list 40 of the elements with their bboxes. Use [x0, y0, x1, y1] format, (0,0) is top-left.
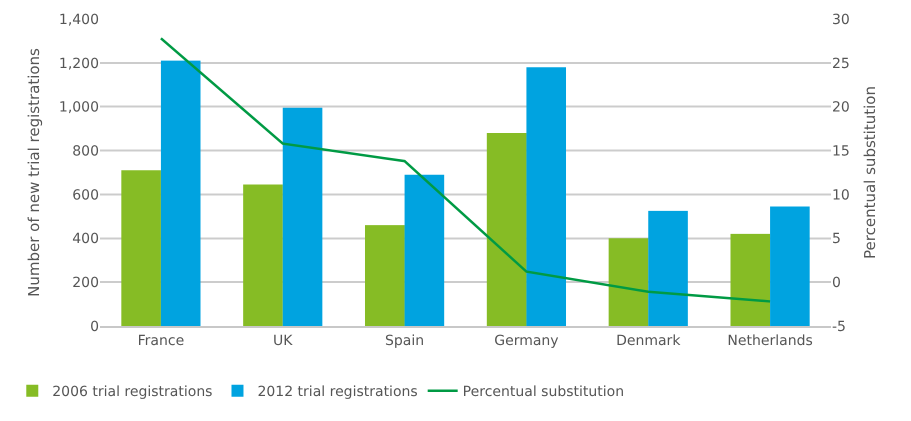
bar [160, 60, 201, 326]
y-tick-label: 0 [90, 318, 99, 335]
y-tick-label: 600 [72, 187, 99, 204]
legend-label: Percentual substitution [462, 384, 624, 400]
y-axis-title: Number of new trial registrations [25, 48, 44, 297]
y2-tick-label: 25 [832, 56, 850, 72]
y2-axis-title: Percentual substitution [860, 86, 879, 259]
line-series [160, 37, 772, 303]
x-tick-label: Denmark [616, 332, 682, 349]
y-tick-label: 200 [72, 275, 99, 292]
bar [243, 184, 283, 326]
y-tick-label: 1,000 [58, 100, 99, 116]
y2-tick-label: 30 [832, 12, 850, 28]
bar [526, 67, 566, 326]
x-tick-label: Spain [385, 332, 424, 349]
legend-label: 2012 trial registrations [257, 384, 418, 400]
bar [770, 206, 810, 326]
y2-tick-label: 15 [832, 143, 850, 160]
bar [364, 225, 405, 326]
bar [282, 108, 322, 326]
y-tick-label: 1,400 [58, 12, 99, 28]
x-tick-label: UK [273, 332, 294, 349]
legend-label: 2006 trial registrations [52, 384, 212, 400]
y2-tick-label: 20 [832, 100, 850, 116]
bar [648, 210, 688, 326]
y2-tick-label: 10 [832, 187, 850, 204]
y-tick-label: 400 [72, 231, 99, 248]
bar [121, 170, 161, 326]
bar [404, 174, 444, 326]
y2-tick-label: 5 [832, 231, 841, 248]
y2-tick-label: 0 [832, 275, 841, 292]
bar [608, 238, 648, 326]
y-tick-label: 800 [72, 143, 99, 160]
y2-tick-label: -5 [832, 318, 846, 335]
x-tick-label: Germany [494, 332, 559, 349]
bar [730, 234, 770, 326]
x-tick-label: France [138, 332, 184, 349]
x-tick-label: Netherlands [727, 332, 813, 349]
y-tick-label: 1,200 [58, 56, 99, 72]
bar [486, 133, 526, 326]
